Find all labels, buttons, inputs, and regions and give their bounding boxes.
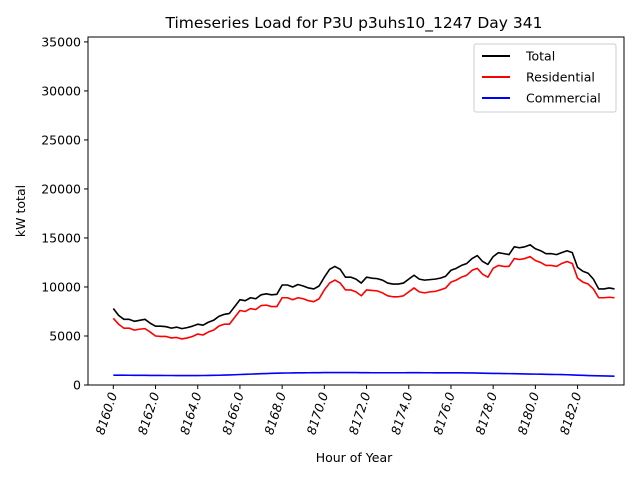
y-axis: 0 5000 10000 15000 20000 25000 30000 35000 [41, 34, 88, 393]
chart-title: Timeseries Load for P3U p3uhs10_1247 Day… [165, 14, 543, 33]
y-tick-label: 35000 [41, 34, 81, 49]
series-line-total [112, 244, 615, 330]
y-tick-label: 25000 [41, 132, 81, 147]
y-tick-label: 10000 [41, 279, 81, 294]
legend-label-total: Total [525, 49, 555, 64]
series-line-residential [112, 255, 615, 340]
x-axis-label: Hour of Year [316, 450, 393, 465]
y-tick-label: 5000 [49, 328, 81, 343]
legend: Total Residential Commercial [473, 43, 617, 113]
legend-label-residential: Residential [526, 70, 595, 85]
y-tick-label: 20000 [41, 181, 81, 196]
y-tick-label: 0 [73, 378, 81, 393]
legend-frame [473, 43, 617, 113]
y-tick-label: 30000 [41, 83, 81, 98]
plot-area-frame [87, 36, 625, 386]
y-axis-label: kW total [13, 185, 28, 237]
legend-label-commercial: Commercial [526, 91, 601, 106]
series-layer [112, 244, 615, 377]
y-tick-label: 15000 [41, 230, 81, 245]
series-line-commercial [113, 371, 615, 377]
